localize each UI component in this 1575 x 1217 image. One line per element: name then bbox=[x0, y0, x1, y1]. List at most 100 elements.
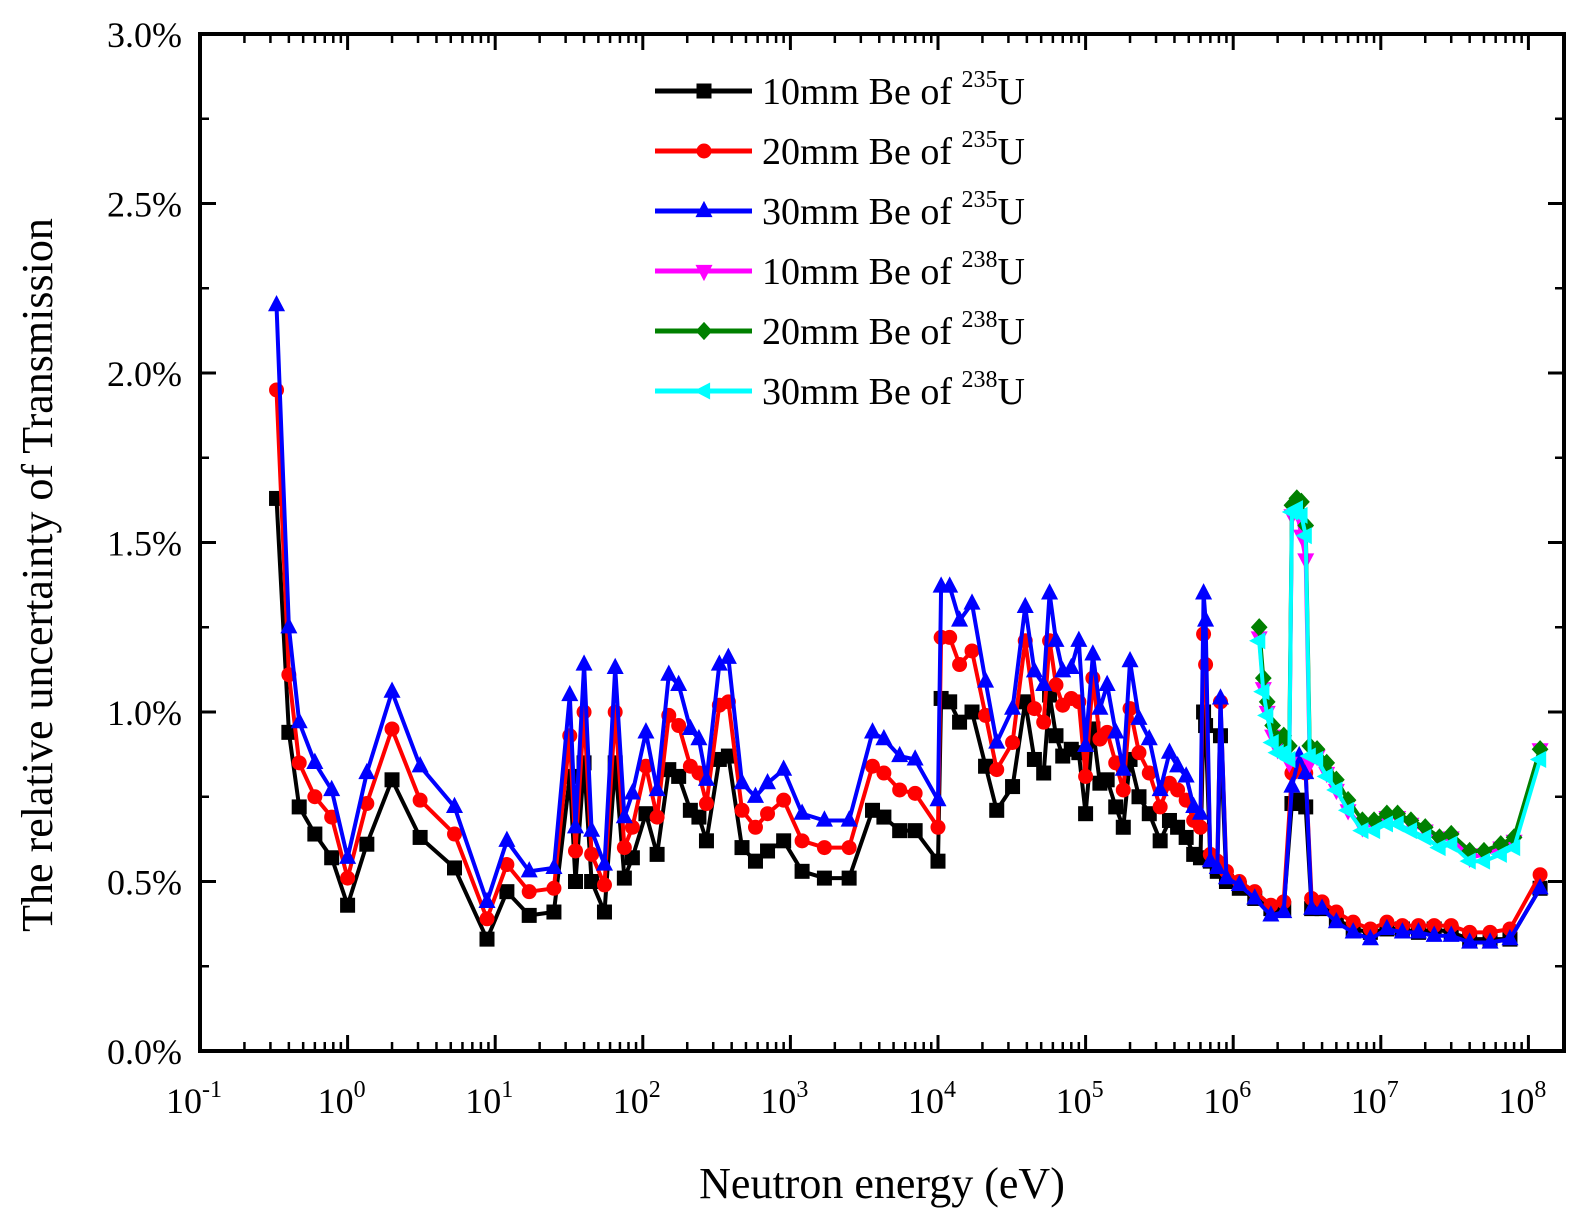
data-point-marker bbox=[695, 321, 713, 341]
data-point-marker bbox=[1262, 733, 1279, 752]
data-point-marker bbox=[584, 874, 600, 889]
data-point-marker bbox=[964, 704, 980, 720]
legend-item: 10mm Be of 235U bbox=[655, 67, 1025, 113]
data-point-marker bbox=[907, 823, 923, 839]
data-point-marker bbox=[1295, 527, 1312, 545]
data-point-marker bbox=[307, 789, 323, 805]
data-point-marker bbox=[1326, 781, 1343, 799]
data-point-marker bbox=[1098, 674, 1116, 691]
data-point-marker bbox=[499, 884, 515, 900]
data-point-marker bbox=[1177, 766, 1195, 783]
data-point-marker bbox=[863, 722, 882, 739]
data-point-marker bbox=[606, 657, 624, 675]
data-point-marker bbox=[775, 759, 793, 776]
series-line bbox=[274, 498, 1542, 942]
data-point-marker bbox=[671, 718, 687, 734]
data-point-marker bbox=[794, 833, 810, 849]
data-point-marker bbox=[1257, 706, 1274, 724]
data-point-marker bbox=[1208, 857, 1226, 875]
data-point-marker bbox=[595, 854, 614, 871]
legend-label: 30mm Be of 238U bbox=[762, 367, 1025, 413]
data-point-marker bbox=[1262, 905, 1280, 922]
legend-label: 20mm Be of 238U bbox=[762, 307, 1025, 353]
plot-series-layer bbox=[268, 295, 1549, 949]
data-point-marker bbox=[891, 745, 909, 763]
data-point-marker bbox=[268, 295, 286, 312]
data-point-marker bbox=[1070, 630, 1088, 647]
data-point-marker bbox=[875, 728, 893, 746]
data-point-marker bbox=[1425, 925, 1443, 942]
data-point-marker bbox=[1415, 828, 1432, 846]
legend-item: 20mm Be of 235U bbox=[655, 127, 1025, 173]
data-point-marker bbox=[1036, 714, 1052, 730]
data-point-marker bbox=[1152, 833, 1168, 849]
data-point-marker bbox=[1211, 688, 1230, 705]
data-point-marker bbox=[1078, 806, 1094, 822]
data-point-marker bbox=[1230, 874, 1248, 891]
data-point-marker bbox=[1078, 768, 1094, 784]
data-point-marker bbox=[340, 870, 356, 886]
x-tick-label: 105 bbox=[1056, 1077, 1104, 1121]
series-30mm-be-of-238u bbox=[1249, 500, 1547, 870]
data-point-marker bbox=[747, 853, 763, 869]
data-point-marker bbox=[660, 664, 678, 681]
data-point-marker bbox=[1130, 708, 1148, 725]
data-point-marker bbox=[952, 714, 968, 730]
series-20mm-be-of-235u bbox=[269, 382, 1548, 940]
data-point-marker bbox=[1361, 928, 1379, 946]
data-point-marker bbox=[545, 857, 563, 875]
x-tick-label: 106 bbox=[1203, 1077, 1251, 1121]
series-10mm-be-of-235u bbox=[269, 490, 1548, 947]
data-point-marker bbox=[1026, 701, 1042, 717]
x-tick-label: 101 bbox=[465, 1077, 513, 1121]
data-point-marker bbox=[776, 792, 792, 808]
y-tick-label: 1.5% bbox=[107, 524, 182, 564]
data-point-marker bbox=[876, 809, 892, 825]
data-point-marker bbox=[568, 874, 584, 889]
data-point-marker bbox=[841, 840, 857, 856]
data-point-marker bbox=[324, 850, 340, 866]
data-point-marker bbox=[892, 782, 908, 798]
data-point-marker bbox=[989, 762, 1005, 778]
data-point-marker bbox=[445, 796, 464, 814]
data-point-marker bbox=[1197, 610, 1215, 627]
y-tick-label: 0.5% bbox=[107, 863, 182, 903]
data-point-marker bbox=[447, 826, 463, 842]
plot-frame bbox=[198, 32, 1566, 1053]
data-point-marker bbox=[521, 907, 537, 923]
data-point-marker bbox=[306, 752, 324, 769]
data-point-marker bbox=[733, 773, 751, 790]
data-point-marker bbox=[1041, 583, 1059, 600]
x-tick-label: 104 bbox=[908, 1077, 956, 1121]
data-point-marker bbox=[596, 877, 612, 893]
data-point-marker bbox=[1306, 750, 1324, 768]
data-point-marker bbox=[546, 880, 562, 896]
data-point-marker bbox=[1490, 845, 1507, 863]
data-point-marker bbox=[1429, 839, 1446, 857]
y-tick-label: 3.0% bbox=[107, 15, 182, 55]
data-point-marker bbox=[1217, 867, 1235, 885]
data-point-marker bbox=[1191, 803, 1209, 820]
data-point-marker bbox=[1140, 728, 1158, 746]
data-point-marker bbox=[1249, 632, 1266, 650]
x-tick-label: 107 bbox=[1351, 1077, 1399, 1121]
data-point-marker bbox=[794, 863, 810, 879]
y-axis: 0.0% 0.5% 1.0% 1.5% 2.0% 2.5% 3.0% bbox=[107, 15, 1564, 1072]
data-point-marker bbox=[1016, 596, 1034, 614]
data-point-marker bbox=[1131, 789, 1147, 805]
legend-item: 30mm Be of 238U bbox=[655, 367, 1025, 413]
legend-item: 20mm Be of 238U bbox=[655, 307, 1025, 353]
data-point-marker bbox=[1005, 779, 1021, 795]
data-point-marker bbox=[816, 870, 832, 886]
legend-item: 30mm Be of 235U bbox=[655, 187, 1025, 233]
data-point-marker bbox=[623, 783, 641, 800]
data-point-marker bbox=[841, 870, 857, 886]
data-point-marker bbox=[340, 897, 356, 913]
data-point-marker bbox=[1283, 776, 1301, 793]
data-point-marker bbox=[358, 762, 376, 780]
data-point-marker bbox=[1115, 819, 1131, 835]
y-tick-label: 2.5% bbox=[107, 185, 182, 225]
data-point-marker bbox=[649, 846, 665, 862]
data-point-marker bbox=[892, 823, 908, 839]
legend-label: 30mm Be of 235U bbox=[762, 187, 1025, 233]
